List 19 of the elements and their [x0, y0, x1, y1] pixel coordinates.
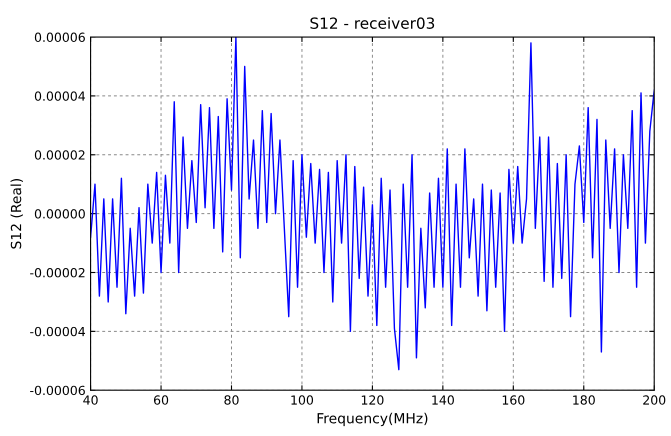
x-tick-label: 40: [83, 395, 98, 405]
y-tick-label: -0.00006: [30, 386, 85, 396]
x-tick-label: 120: [362, 395, 384, 405]
y-tick-label: -0.00004: [30, 326, 86, 336]
y-tick-label: -0.00002: [30, 268, 84, 278]
y-tick-label: 0.00004: [34, 91, 86, 101]
x-tick-label: 160: [502, 395, 524, 405]
x-tick-label: 140: [432, 395, 454, 405]
x-tick-label: 100: [291, 395, 314, 405]
x-tick-label: 80: [224, 395, 239, 405]
y-axis-title: S12 (Real): [10, 178, 23, 249]
y-tick-label: 0.00002: [34, 150, 84, 160]
y-tick-label: 0.00000: [34, 209, 85, 219]
x-tick-label: 60: [154, 395, 168, 405]
x-tick-label: 200: [643, 395, 666, 405]
y-tick-label: 0.00006: [34, 32, 85, 42]
chart-title: S12 - receiver03: [310, 17, 434, 29]
x-tick-label: 180: [573, 395, 595, 405]
x-axis-title: Frequency(MHz): [318, 412, 428, 426]
